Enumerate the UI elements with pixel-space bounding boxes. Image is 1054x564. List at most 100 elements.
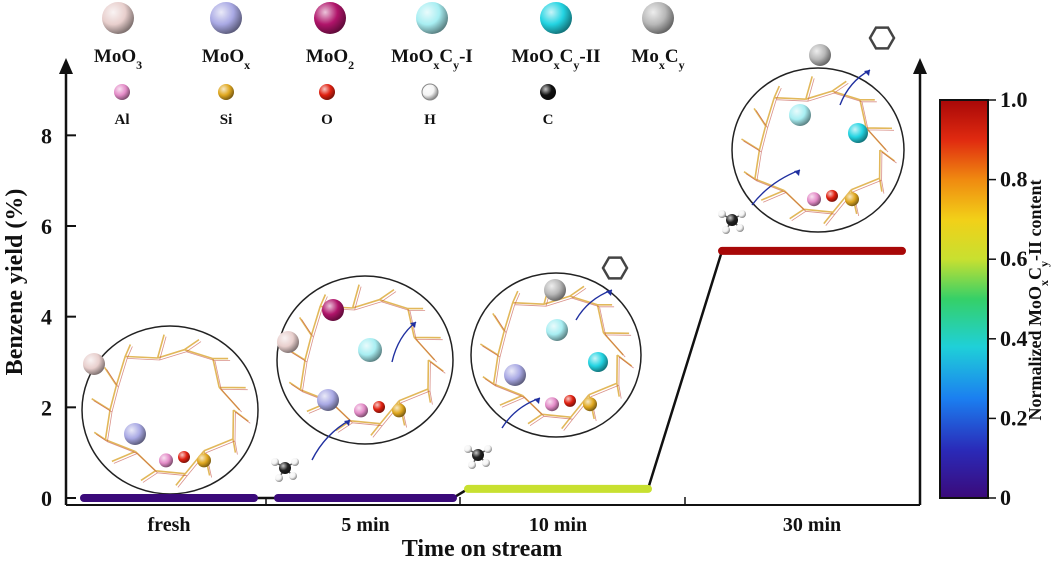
y-tick-label: 2 <box>41 395 52 420</box>
si-atom <box>197 453 211 468</box>
x-category-label: 30 min <box>783 514 841 536</box>
si-atom <box>583 397 597 412</box>
colorbar-tick-label: 0.6 <box>1000 246 1028 271</box>
mooxcy-i-sphere <box>546 319 568 341</box>
legend-atom-sphere <box>218 84 234 100</box>
legend-atom-sphere <box>319 84 335 100</box>
zeolite-ring <box>81 325 259 495</box>
o-atom <box>826 189 838 202</box>
moox-sphere <box>504 364 526 386</box>
colorbar-title: Normalized MoOxCy-II content <box>1025 180 1051 421</box>
si-atom <box>392 403 406 418</box>
x-axis-title: Time on stream <box>402 536 562 562</box>
x-category-label: 10 min <box>529 514 587 536</box>
x-category-label: fresh <box>148 514 191 536</box>
reaction-arrowhead <box>794 170 800 176</box>
axes <box>59 58 927 506</box>
colorbar-tick-label: 1.0 <box>1000 87 1028 112</box>
h-atom <box>722 226 730 234</box>
methane-molecule <box>464 445 492 469</box>
h-atom <box>482 459 490 467</box>
mooxcy-ii-sphere <box>588 352 608 372</box>
c-atom <box>726 214 738 226</box>
series-benzene-yield <box>80 246 906 502</box>
legend-atoms: Al Si O H C <box>114 83 556 128</box>
zeolite-framework-oxygen <box>743 78 897 226</box>
h-atom <box>736 224 744 232</box>
colorbar-gradient <box>939 99 989 499</box>
benzene-molecule <box>868 26 896 50</box>
y-tick-label: 0 <box>41 486 52 511</box>
legend-atom-label: Si <box>220 112 233 128</box>
legend-species-label: MoOx <box>202 46 250 72</box>
colorbar-ticks: 0 0.2 0.4 0.6 0.8 1.0 <box>988 87 1028 510</box>
o-atom <box>373 401 385 414</box>
benzene-molecule <box>601 256 629 280</box>
moxcy-sphere <box>544 279 566 301</box>
colorbar-tick-label: 0 <box>1000 485 1011 510</box>
mooxcy-i-sphere <box>358 338 382 362</box>
mooxcy-i-sphere <box>789 104 811 126</box>
al-atom <box>545 397 559 412</box>
reaction-arrowhead <box>606 290 612 296</box>
o-atom <box>178 451 190 464</box>
legend-atom-label: O <box>321 112 333 128</box>
moo3-sphere <box>277 331 299 353</box>
x-category-label: 5 min <box>341 514 389 536</box>
legend-species-sphere <box>416 2 448 34</box>
c-atom <box>472 449 484 461</box>
legend-species-sphere <box>540 2 572 34</box>
colorbar: 0 0.2 0.4 0.6 0.8 1.0 Normalized MoOxCy-II co… <box>939 87 1051 510</box>
x-categories: fresh 5 min 10 min 30 min <box>148 497 841 536</box>
y-tick-label: 4 <box>41 305 52 330</box>
legend-atom-sphere <box>421 83 439 101</box>
legend-species-label: MoOxCy-II <box>511 46 600 72</box>
h-atom <box>484 445 492 453</box>
legend-species-label: MoOxCy-I <box>391 46 473 72</box>
zeolite-framework-oxygen <box>93 336 251 488</box>
zeolite-framework <box>91 334 249 486</box>
right-axis-arrow <box>913 58 927 74</box>
legend-atom-label: Al <box>115 112 130 128</box>
colorbar-tick-label: 0.4 <box>1000 326 1028 351</box>
legend-species-sphere <box>314 2 346 34</box>
o-atom <box>564 394 576 407</box>
benzene-ring <box>868 26 896 50</box>
reaction-arrowhead <box>410 322 416 328</box>
h-atom <box>464 445 472 453</box>
reaction-arrowhead <box>344 420 350 426</box>
moxcy-sphere <box>809 44 831 66</box>
moo3-sphere <box>83 353 105 375</box>
al-atom <box>354 403 368 418</box>
h-atom <box>275 474 283 482</box>
legend-species-sphere <box>642 2 674 34</box>
zeolite-ring <box>731 67 905 233</box>
legend-species-sphere <box>210 2 242 34</box>
legend-species-sphere <box>102 2 134 34</box>
zeolite-ring-outline <box>731 67 905 233</box>
legend-atom-label: H <box>424 112 436 128</box>
methane-molecule <box>718 210 746 234</box>
moox-sphere <box>124 423 146 445</box>
legend-atom-sphere <box>540 84 556 100</box>
zeolite-ring-outline <box>470 272 642 438</box>
methane-molecule <box>271 458 299 482</box>
legend-species: MoO3 MoOx MoO2 MoOxCy-I MoOxCy-II MoxCy <box>94 2 685 72</box>
legend-atom-sphere <box>114 84 130 100</box>
h-atom <box>718 210 726 218</box>
y-axis-title: Benzene yield (%) <box>2 189 28 376</box>
y-tick-label: 6 <box>41 214 52 239</box>
legend-species-label: MoxCy <box>631 46 684 72</box>
colorbar-tick-label: 0.8 <box>1000 167 1028 192</box>
legend-species-label: MoO3 <box>94 46 142 72</box>
al-atom <box>807 192 821 207</box>
y-ticks: 0 2 4 6 8 <box>41 123 76 511</box>
legend-species-label: MoO2 <box>306 46 354 72</box>
c-atom <box>279 462 291 474</box>
h-atom <box>289 472 297 480</box>
zeolite-framework <box>741 76 895 225</box>
y-tick-label: 8 <box>41 123 52 148</box>
al-atom <box>159 453 173 468</box>
colorbar-tick-label: 0.2 <box>1000 405 1028 430</box>
